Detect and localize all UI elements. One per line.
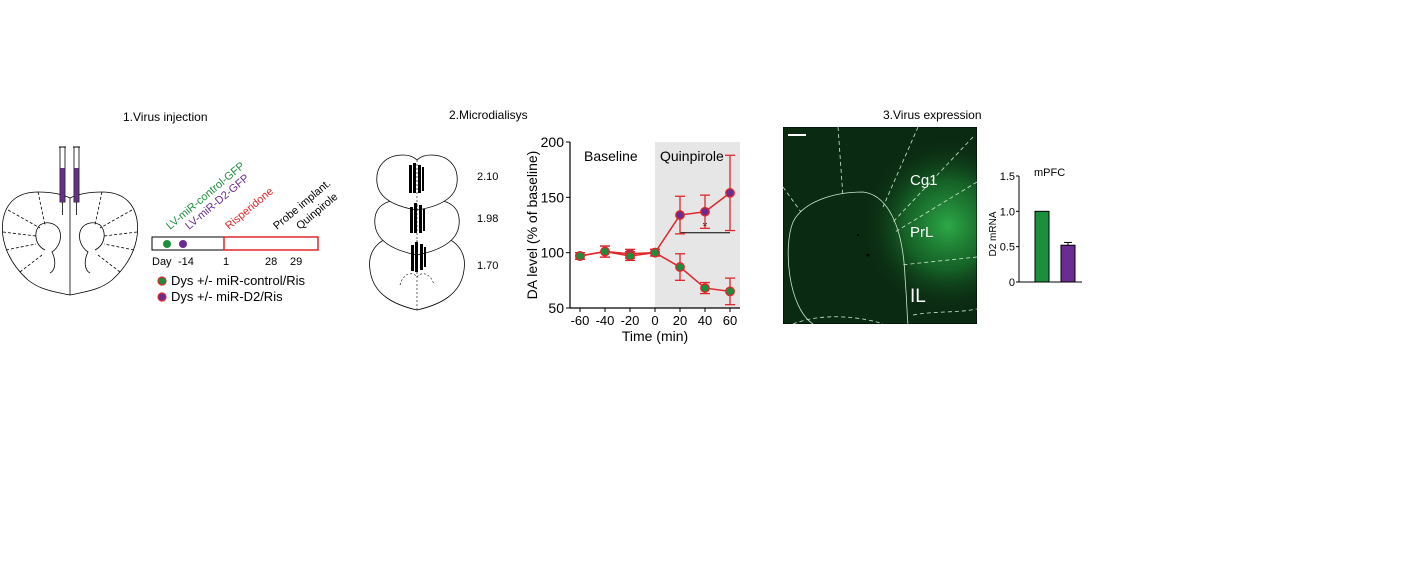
- data-point-series-1: [675, 262, 685, 272]
- region-label-prl: PrL: [910, 224, 933, 241]
- data-point-series-1: [625, 251, 635, 261]
- x-tick-label: 20: [673, 313, 687, 328]
- probe-sections-figure: 2.10 1.98 1.70: [369, 154, 498, 311]
- bar-y-tick-label: 0: [1009, 277, 1015, 289]
- virus-expression-micrograph: Cg1 PrL IL: [783, 127, 977, 324]
- y-tick-label: 50: [548, 300, 564, 316]
- panel2-title: 2.Microdialisys: [449, 108, 528, 122]
- y-tick-label: 200: [541, 134, 565, 150]
- brain-schematic-icon: [2, 191, 138, 296]
- timeline-risperidone-bar: [223, 236, 319, 251]
- legend-marker-control: [157, 276, 167, 286]
- x-tick-label: -60: [571, 313, 590, 328]
- legend-text-d2: Dys +/- miR-D2/Ris: [171, 289, 283, 304]
- da-level-line-chart: 50 100 150 200 -60 -40 -20 0 20 40 60 Baseline Qui…: [524, 134, 740, 344]
- panel3-title: 3.Virus expression: [883, 108, 982, 122]
- bar-y-tick-label: 1.5: [1000, 171, 1015, 183]
- day-tick: 28: [265, 256, 277, 268]
- anatomical-boundaries: [783, 127, 977, 324]
- day-tick: 29: [290, 256, 302, 268]
- x-tick-label: 40: [698, 313, 712, 328]
- region-label-baseline: Baseline: [584, 148, 638, 164]
- bar-0: [1034, 210, 1050, 283]
- timeline-green-dot: [163, 240, 171, 248]
- timeline-purple-dot: [179, 240, 187, 248]
- bar-y-axis-label: D2 mRNA: [988, 211, 999, 256]
- d2-mrna-bar-chart: mPFC D2 mRNA 0 0.5 1.0 1.5: [988, 167, 1082, 289]
- legend-text-control: Dys +/- miR-control/Ris: [171, 273, 305, 288]
- section-level: 1.70: [477, 260, 498, 272]
- bar-y-tick-label: 0.5: [1000, 242, 1015, 254]
- day-label: Day: [152, 256, 172, 268]
- day-tick: 1: [223, 256, 229, 268]
- legend-marker-d2: [157, 292, 167, 302]
- data-point-series-0: [675, 210, 685, 220]
- scale-bar: [788, 134, 806, 136]
- section-level: 1.98: [477, 213, 498, 225]
- panel1-title: 1.Virus injection: [123, 110, 208, 124]
- x-tick-label: 60: [723, 313, 737, 328]
- region-label-il: IL: [910, 286, 926, 307]
- y-tick-label: 150: [541, 189, 565, 205]
- data-point-series-0: [725, 188, 735, 198]
- quinpirole-shaded-region: [655, 142, 740, 308]
- x-axis-label: Time (min): [622, 328, 688, 344]
- bar-y-tick-label: 1.0: [1000, 206, 1015, 218]
- x-tick-label: 0: [651, 313, 658, 328]
- region-label-quinpirole: Quinpirole: [660, 148, 724, 164]
- data-point-series-1: [650, 247, 660, 258]
- data-point-series-1: [575, 251, 585, 261]
- bar-chart-title: mPFC: [1034, 167, 1065, 179]
- data-point-series-1: [700, 283, 710, 293]
- y-axis-label: DA level (% of baseline): [524, 151, 540, 300]
- y-tick-label: 100: [541, 245, 565, 261]
- x-tick-label: -40: [596, 313, 615, 328]
- probe-tracks: [409, 163, 426, 272]
- data-point-series-1: [600, 246, 610, 257]
- timeline-pre-bar: [151, 236, 225, 251]
- x-tick-label: -20: [621, 313, 640, 328]
- region-label-cg1: Cg1: [910, 172, 938, 189]
- bar-1: [1060, 244, 1076, 283]
- data-point-series-0: [700, 206, 710, 217]
- injection-cannula-icon: [59, 146, 80, 215]
- data-point-series-1: [725, 286, 735, 297]
- panel1-figure: LV-miR-control-GFP LV-miR-D2-GFP Risperi…: [2, 146, 340, 304]
- section-level: 2.10: [477, 171, 498, 183]
- day-tick: -14: [178, 256, 194, 268]
